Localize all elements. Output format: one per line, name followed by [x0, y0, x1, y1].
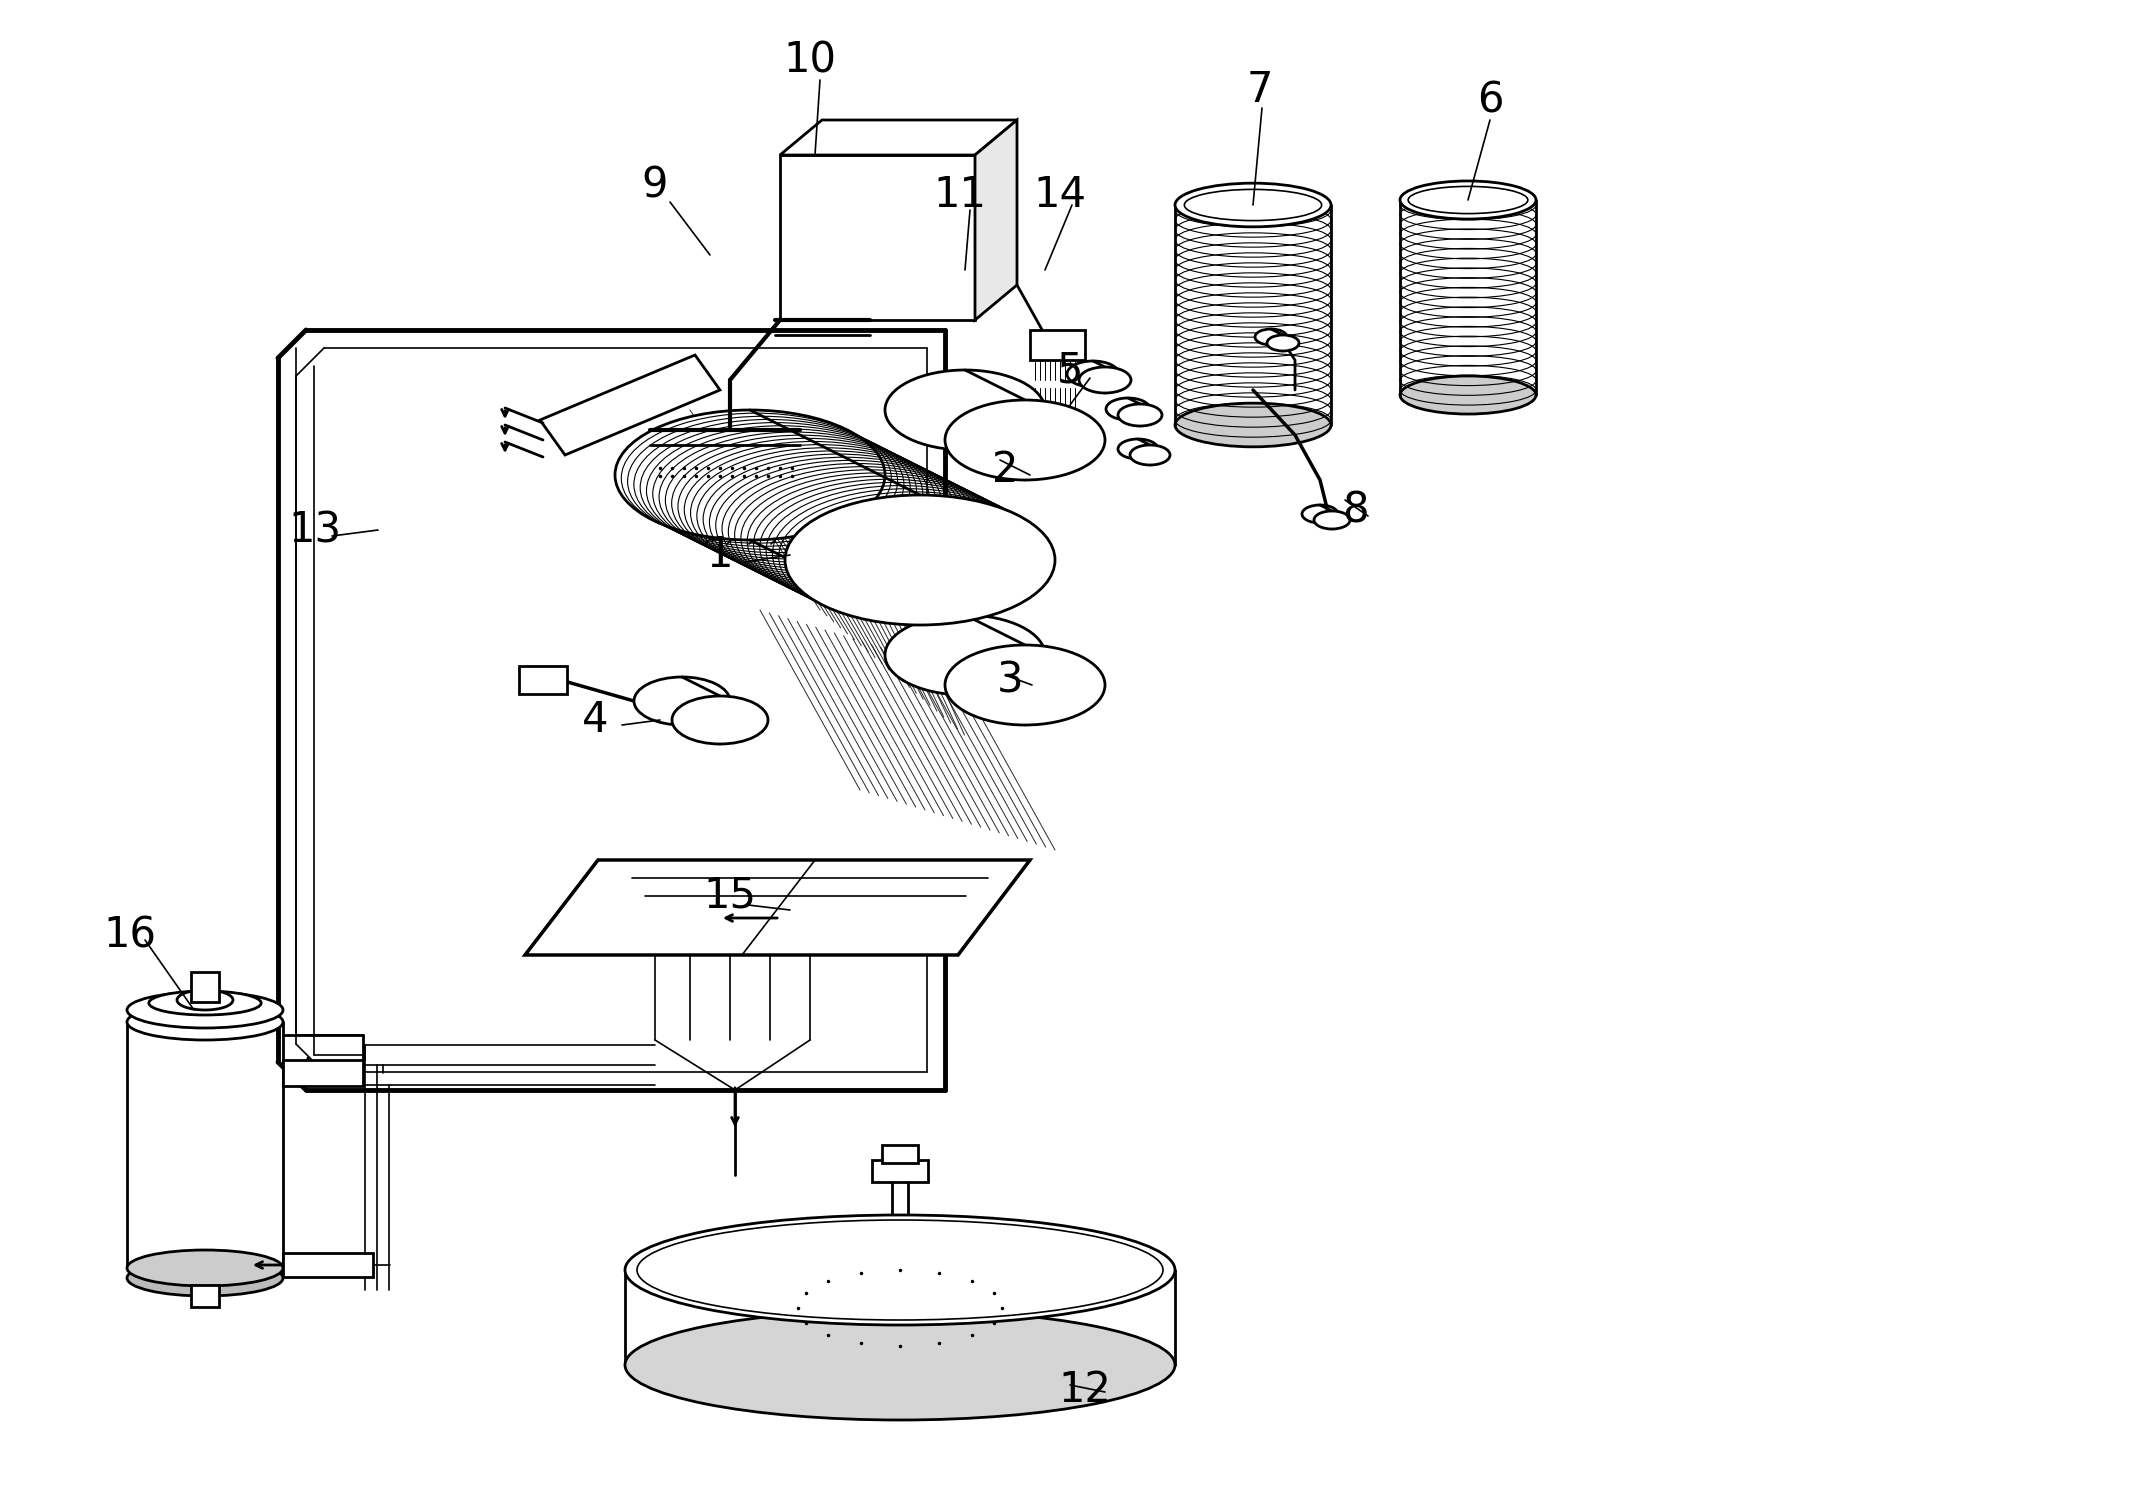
- Text: 11: 11: [933, 174, 987, 216]
- Text: 3: 3: [998, 658, 1023, 700]
- Ellipse shape: [886, 615, 1045, 694]
- Ellipse shape: [1176, 403, 1331, 446]
- Ellipse shape: [946, 400, 1105, 479]
- Ellipse shape: [127, 1260, 284, 1296]
- Text: 16: 16: [103, 914, 157, 956]
- Ellipse shape: [626, 1214, 1176, 1326]
- Text: 5: 5: [1058, 349, 1084, 391]
- Polygon shape: [525, 860, 1030, 954]
- Ellipse shape: [785, 494, 1056, 625]
- Polygon shape: [780, 120, 1017, 155]
- Ellipse shape: [886, 370, 1045, 449]
- Ellipse shape: [148, 990, 260, 1015]
- Bar: [780, 155, 974, 320]
- Ellipse shape: [1185, 189, 1322, 221]
- Text: 15: 15: [703, 875, 757, 915]
- Ellipse shape: [1266, 335, 1299, 352]
- Ellipse shape: [1118, 404, 1161, 425]
- Ellipse shape: [626, 1311, 1176, 1420]
- Ellipse shape: [127, 1250, 284, 1287]
- Ellipse shape: [127, 1004, 284, 1040]
- Ellipse shape: [1131, 445, 1170, 464]
- Ellipse shape: [1256, 329, 1288, 346]
- Text: 9: 9: [643, 164, 669, 206]
- Polygon shape: [540, 355, 720, 455]
- Ellipse shape: [615, 410, 886, 540]
- Ellipse shape: [1118, 439, 1159, 458]
- Ellipse shape: [1176, 183, 1331, 227]
- Text: 10: 10: [783, 39, 836, 81]
- Ellipse shape: [946, 645, 1105, 724]
- Bar: [882, 1145, 918, 1163]
- Ellipse shape: [1066, 361, 1118, 386]
- Bar: [284, 1060, 363, 1087]
- Text: 13: 13: [288, 510, 342, 552]
- Ellipse shape: [1400, 180, 1535, 219]
- Text: 2: 2: [991, 449, 1019, 491]
- Bar: [284, 1254, 372, 1278]
- Bar: [518, 666, 568, 694]
- Ellipse shape: [1314, 511, 1350, 529]
- Polygon shape: [974, 120, 1017, 320]
- Ellipse shape: [1079, 367, 1131, 392]
- Ellipse shape: [1408, 186, 1529, 213]
- Text: 1: 1: [707, 534, 733, 576]
- Bar: [191, 972, 219, 1003]
- Ellipse shape: [1303, 505, 1337, 523]
- Bar: [1030, 331, 1086, 361]
- Text: 14: 14: [1034, 174, 1086, 216]
- Bar: [191, 1285, 219, 1308]
- Bar: [873, 1160, 929, 1181]
- Text: 7: 7: [1247, 69, 1273, 111]
- Text: 6: 6: [1477, 80, 1503, 122]
- Ellipse shape: [634, 676, 731, 724]
- Text: 8: 8: [1342, 488, 1367, 531]
- Ellipse shape: [1105, 398, 1150, 419]
- Text: 12: 12: [1058, 1369, 1112, 1411]
- Ellipse shape: [1400, 376, 1535, 413]
- Ellipse shape: [127, 992, 284, 1028]
- Ellipse shape: [673, 696, 768, 744]
- Ellipse shape: [176, 990, 232, 1010]
- Text: 4: 4: [583, 699, 608, 741]
